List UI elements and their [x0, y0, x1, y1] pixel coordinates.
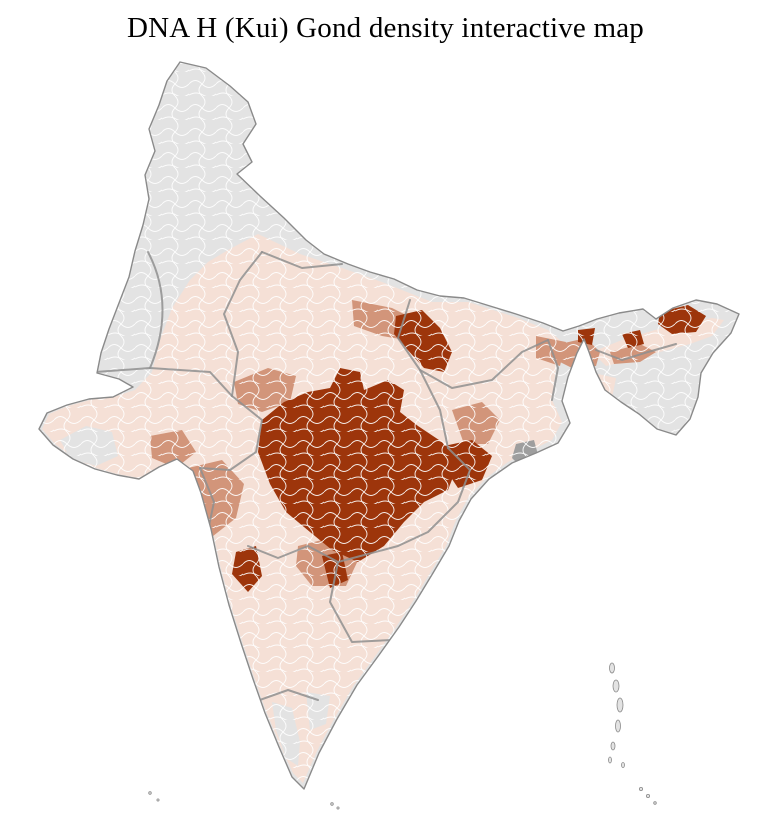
state-border-line [397, 299, 549, 389]
state-border-line [253, 689, 319, 703]
island[interactable] [608, 756, 612, 764]
island[interactable] [156, 798, 160, 802]
state-border-line [261, 251, 343, 269]
state-border-line [419, 369, 449, 449]
state-border-line [595, 343, 677, 361]
state-border-line [547, 339, 559, 401]
island[interactable] [615, 719, 621, 733]
state-border-line [147, 251, 164, 369]
island[interactable] [609, 662, 615, 674]
state-border-line [223, 251, 263, 397]
island[interactable] [336, 806, 340, 810]
island[interactable] [612, 679, 620, 693]
district-borders-overlay [39, 62, 739, 789]
island[interactable] [653, 801, 657, 805]
island[interactable] [616, 697, 624, 713]
island[interactable] [330, 802, 334, 806]
state-border-line [337, 447, 471, 563]
page-title: DNA H (Kui) Gond density interactive map [126, 12, 644, 44]
state-border-line [247, 545, 339, 563]
map-body[interactable] [0, 50, 771, 813]
state-border-line [95, 367, 233, 397]
andaman-nicobar-islands[interactable] [608, 662, 657, 805]
island[interactable] [646, 794, 651, 799]
lakshadweep-islands[interactable] [148, 791, 340, 810]
island[interactable] [610, 741, 616, 751]
island[interactable] [639, 787, 644, 792]
district-region-medium[interactable] [192, 628, 222, 668]
island[interactable] [621, 762, 625, 768]
island[interactable] [148, 791, 152, 795]
india-coastline [38, 61, 740, 790]
state-border-line [199, 395, 263, 471]
